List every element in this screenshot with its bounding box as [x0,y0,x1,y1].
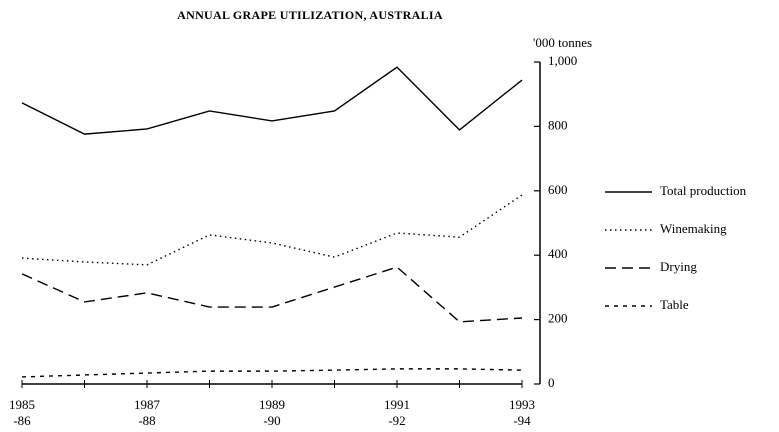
y-tick-label: 400 [548,246,568,261]
legend-label: Drying [660,259,697,274]
y-tick-label: 0 [548,375,555,390]
x-tick-label: 1985 [9,397,35,412]
x-tick-label: -94 [513,413,531,428]
x-tick-label: 1991 [384,397,410,412]
y-axis-label: '000 tonnes [533,35,592,50]
x-tick-label: 1987 [134,397,161,412]
x-tick-label: -86 [13,413,31,428]
y-tick-label: 800 [548,117,568,132]
x-tick-label: -92 [388,413,405,428]
y-tick-label: 600 [548,182,568,197]
legend-label: Total production [660,183,747,198]
x-tick-label: 1989 [259,397,285,412]
series-line [21,194,523,266]
x-tick-label: -88 [138,413,155,428]
series-line [21,66,523,135]
y-tick-label: 200 [548,311,568,326]
y-tick-label: 1,000 [548,53,577,68]
legend-label: Table [660,297,689,312]
chart-title: ANNUAL GRAPE UTILIZATION, AUSTRALIA [177,8,443,22]
series-line [21,266,523,323]
legend-label: Winemaking [660,221,727,236]
x-tick-label: -90 [263,413,280,428]
x-tick-label: 1993 [509,397,535,412]
series-line [21,368,523,378]
